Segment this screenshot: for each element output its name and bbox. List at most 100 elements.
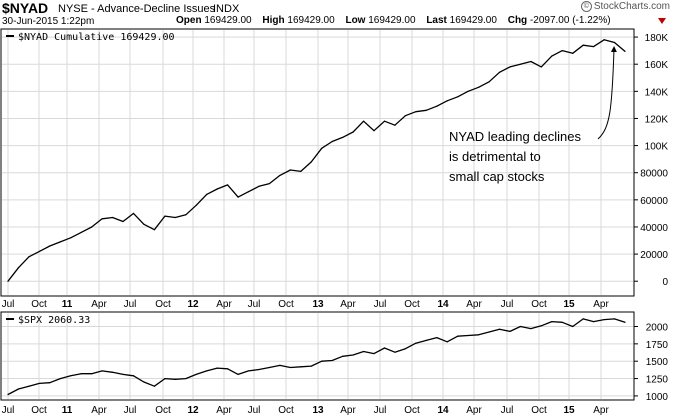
data-point-spx [467,334,469,337]
data-point-nyad [164,215,166,217]
data-point-spx [70,375,72,377]
data-point-nyad [247,191,250,193]
x-tick-label-bottom: Apr [91,405,107,416]
x-tick-label-bottom: Jul [374,405,387,416]
quote-bar: Open 169429.00 High 169429.00 Low 169429… [176,15,611,26]
data-point-nyad [425,109,427,111]
x-tick-label-top: Apr [91,299,107,310]
data-point-spx [195,373,197,375]
y-tick-label-nyad: 40000 [640,223,668,234]
x-tick-label-top: Oct [31,299,47,310]
data-point-nyad [488,81,490,83]
series-line-nyad [7,39,626,282]
data-point-nyad [603,39,605,41]
data-point-nyad [206,193,208,196]
annotation-text: NYAD leading declines [449,129,581,144]
data-point-spx [446,341,448,343]
data-point-spx [425,339,427,341]
data-point-spx [530,327,532,330]
data-point-nyad [38,250,40,252]
data-point-nyad [143,223,145,225]
data-point-nyad [404,115,406,117]
data-point-spx [540,325,542,327]
x-tick-label-top: Jul [124,299,137,310]
x-tick-label-bottom: Jul [2,405,15,416]
data-point-spx [153,385,156,387]
data-point-nyad [331,140,333,143]
data-point-nyad [91,226,93,228]
data-point-nyad [28,256,30,258]
legend-label-nyad: $NYAD Cumulative 169429.00 [18,32,175,43]
x-tick-label-bottom: Apr [340,405,356,416]
data-point-spx [624,321,626,323]
x-tick-label-top: Jul [248,299,261,310]
data-point-spx [143,381,145,383]
data-point-nyad [153,229,156,231]
data-point-spx [373,352,375,355]
data-point-nyad [593,45,595,48]
y-tick-label-spx: 1250 [646,375,669,386]
data-point-spx [279,364,281,366]
data-point-spx [216,367,218,369]
data-point-nyad [80,231,82,233]
data-point-spx [310,365,312,367]
data-point-nyad [530,60,532,63]
y-tick-label-spx: 1000 [646,392,669,403]
data-point-spx [613,318,616,320]
x-tick-label-bottom: Apr [466,405,482,416]
data-point-nyad [279,174,281,177]
data-point-spx [519,325,522,328]
data-point-spx [28,385,30,387]
data-point-spx [206,370,208,372]
data-point-spx [593,321,595,323]
data-point-spx [572,325,574,328]
x-tick-label-top: 14 [437,299,449,310]
data-point-spx [331,359,333,362]
data-point-spx [80,373,82,375]
data-point-nyad [352,131,354,133]
data-point-nyad [111,216,114,219]
data-point-spx [509,330,511,332]
data-point-nyad [446,100,448,102]
copyright-icon: © [580,1,592,12]
data-point-nyad [362,120,365,122]
y-tick-label-nyad: 20000 [640,250,668,261]
y-tick-label-spx: 1500 [646,357,669,368]
data-point-spx [394,351,396,353]
y-tick-label-nyad: 100K [645,142,669,153]
data-point-nyad [227,184,229,186]
down-arrow-icon [658,18,666,24]
x-tick-label-top: Apr [593,299,609,310]
x-tick-label-bottom: Oct [278,405,294,416]
data-point-spx [91,373,93,375]
y-tick-label-nyad: 160K [645,60,669,71]
y-tick-label-nyad: 140K [645,87,669,98]
data-point-spx [321,360,323,362]
x-tick-label-bottom: 15 [563,405,575,416]
change-value: -2097.00 (-1.22%) [529,15,611,26]
data-point-nyad [415,111,417,113]
data-point-nyad [174,216,176,219]
x-tick-label-top: Jul [374,299,387,310]
annotation-text: small cap stocks [449,169,545,184]
data-point-spx [477,334,480,336]
x-tick-label-top: Apr [340,299,356,310]
data-point-nyad [477,86,480,88]
data-point-nyad [17,267,20,269]
data-point-nyad [195,204,197,206]
y-tick-label-nyad: 120K [645,114,669,125]
x-tick-label-bottom: Apr [593,405,609,416]
data-point-spx [300,366,302,368]
data-point-spx [436,337,438,339]
x-tick-label-top: 15 [563,299,575,310]
data-point-spx [227,368,229,370]
data-point-nyad [624,50,626,53]
data-point-spx [561,321,563,323]
x-tick-label-bottom: Oct [404,405,420,416]
data-point-spx [415,342,417,344]
data-point-spx [551,321,553,323]
data-point-nyad [519,63,522,65]
data-point-nyad [342,136,344,139]
data-point-spx [247,370,250,372]
